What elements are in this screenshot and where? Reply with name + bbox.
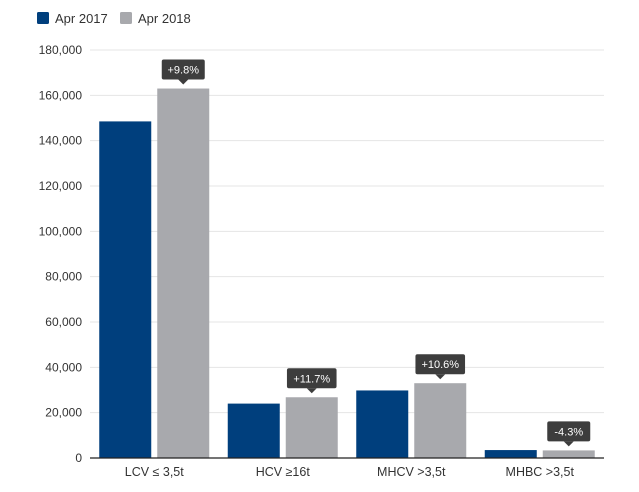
legend[interactable]: Apr 2017 Apr 2018 <box>37 11 191 26</box>
y-tick-label: 160,000 <box>39 88 83 102</box>
change-callout: +9.8% <box>161 59 205 85</box>
callout-box <box>547 421 591 442</box>
bar-apr-2018[interactable] <box>414 383 467 458</box>
y-tick-label: 20,000 <box>45 406 82 420</box>
change-callout: +10.6% <box>415 354 466 380</box>
callout-pointer <box>563 441 574 447</box>
callout-label: +9.8% <box>168 65 200 77</box>
y-tick-label: 40,000 <box>45 360 82 374</box>
bar-apr-2018[interactable] <box>285 397 338 458</box>
bar-apr-2018[interactable] <box>157 88 210 459</box>
y-tick-label: 120,000 <box>39 179 83 193</box>
change-callout: -4.3% <box>547 421 591 447</box>
legend-item-apr-2018[interactable]: Apr 2018 <box>120 11 191 26</box>
bars <box>99 88 595 459</box>
legend-swatch <box>37 12 49 24</box>
y-tick-label: 80,000 <box>45 270 82 284</box>
bar-apr-2018[interactable] <box>542 450 595 458</box>
legend-swatch <box>120 12 132 24</box>
callout-pointer <box>178 79 189 85</box>
y-axis-tick-labels: 0 20,000 40,000 60,000 80,000 100,000 120,000 1… <box>39 43 83 465</box>
legend-item-apr-2017[interactable]: Apr 2017 <box>37 11 108 26</box>
y-tick-label: 100,000 <box>39 224 83 238</box>
x-category-label: LCV ≤ 3,5t <box>125 465 184 479</box>
legend-label: Apr 2017 <box>55 11 108 26</box>
callout-box <box>286 368 337 389</box>
bar-apr-2017[interactable] <box>227 403 280 458</box>
x-category-label: HCV ≥16t <box>256 465 311 479</box>
callout-pointer <box>435 374 446 380</box>
callout-box <box>161 59 205 80</box>
change-callout: +11.7% <box>286 368 337 394</box>
change-callouts: +9.8% +11.7% +10.6% -4.3% <box>161 59 591 447</box>
x-axis-category-labels: LCV ≤ 3,5t HCV ≥16t MHCV >3,5t MHBC >3,5t <box>125 465 575 479</box>
callout-label: -4.3% <box>554 426 583 438</box>
callout-label: +10.6% <box>421 359 459 371</box>
y-tick-label: 0 <box>75 451 82 465</box>
x-category-label: MHBC >3,5t <box>506 465 575 479</box>
callout-pointer <box>306 388 317 394</box>
y-tick-label: 140,000 <box>39 134 83 148</box>
callout-label: +11.7% <box>293 373 330 385</box>
bar-apr-2017[interactable] <box>484 450 537 458</box>
y-tick-label: 180,000 <box>39 43 83 57</box>
bar-apr-2017[interactable] <box>356 390 409 458</box>
x-category-label: MHCV >3,5t <box>377 465 446 479</box>
legend-label: Apr 2018 <box>138 11 191 26</box>
callout-box <box>415 354 466 375</box>
y-tick-label: 60,000 <box>45 315 82 329</box>
bar-apr-2017[interactable] <box>99 121 152 459</box>
